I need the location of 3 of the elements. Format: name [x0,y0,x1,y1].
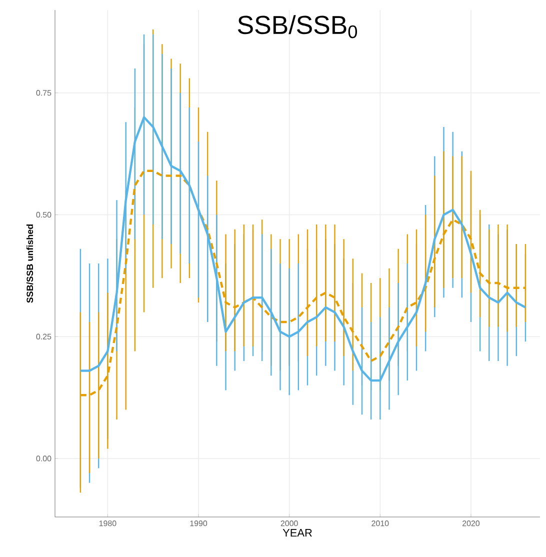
y-axis-title: SSB/SSB unfished [26,224,34,303]
chart-title: SSB/SSB$_{0}$ [238,15,358,38]
x-axis-title: YEAR [282,529,312,537]
